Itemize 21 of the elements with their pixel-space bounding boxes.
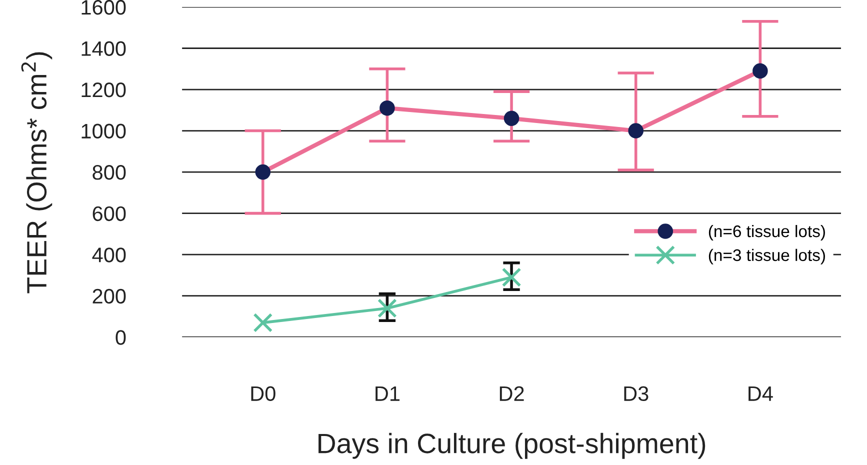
y-tick-label: 1200 [82,82,126,98]
legend-label: (n=3 tissue lots) [708,248,825,264]
x-tick-label: D2 [500,386,524,401]
y-tick-label: 0 [116,330,126,345]
x-tick-label: D1 [376,386,400,401]
x-tick-label: D3 [624,386,648,402]
x-tick-label: D0 [251,386,276,402]
point [502,268,522,288]
x-axis-title: Days in Culture (post-shipment) [318,432,706,459]
y-tick-label: 1000 [82,124,126,139]
y-tick-label: 1600 [82,0,126,15]
x-tick-label: D4 [748,386,773,401]
y-tick-label: 600 [92,206,126,222]
y-tick-label: 1400 [82,41,126,56]
legend-label: (n=6 tissue lots) [708,224,825,241]
point [253,312,273,332]
y-tick-label: 800 [92,165,126,180]
y-axis-title: TEER (Ohms* cm$^{2}$) [21,52,52,294]
point [377,298,397,318]
y-tick-label: 400 [92,248,126,262]
y-tick-label: 200 [92,288,126,304]
